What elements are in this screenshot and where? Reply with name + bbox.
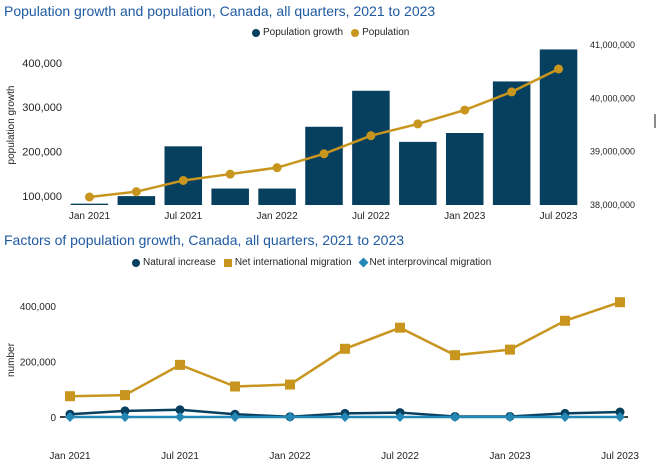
y-tick-label: 0 — [50, 413, 56, 424]
x-tick-label: Jan 2023 — [444, 211, 486, 222]
legend-marker-population-growth — [252, 28, 260, 37]
bar — [117, 196, 156, 205]
data-point — [340, 343, 350, 354]
legend-label: Natural increase — [143, 257, 216, 268]
data-point — [230, 381, 240, 392]
y-axis-label: population growth — [6, 86, 17, 165]
chart2-title: Factors of population growth, Canada, al… — [4, 232, 405, 248]
legend-label: Population growth — [263, 27, 344, 38]
legend-label: Net international migration — [234, 257, 352, 268]
bar — [445, 133, 484, 205]
y-tick-label: 300,000 — [22, 102, 62, 114]
bar — [211, 188, 249, 205]
y-tick-label: 400,000 — [20, 302, 57, 313]
y-tick-label: 100,000 — [22, 191, 62, 203]
x-tick-label: Jul 2021 — [161, 451, 199, 462]
chart1-title: Population growth and population, Canada… — [4, 3, 436, 19]
x-tick-label: Jan 2021 — [49, 451, 91, 462]
data-point — [615, 412, 625, 422]
legend-label: Net interprovincal migration — [369, 257, 492, 268]
population-point — [272, 163, 282, 173]
legend-item-net-interprovincial-migration[interactable]: Net interprovincal migration — [358, 257, 492, 268]
data-point — [120, 390, 130, 401]
y2-tick-label: 39,000,000 — [590, 147, 635, 157]
x-tick-label: Jan 2023 — [489, 451, 531, 462]
data-point — [560, 315, 570, 326]
data-point — [505, 412, 515, 422]
y-axis-label: number — [6, 342, 17, 377]
data-point — [285, 412, 295, 422]
bar — [164, 146, 203, 205]
legend-item-net-international-migration[interactable]: Net international migration — [223, 257, 352, 268]
data-point — [230, 412, 240, 422]
x-tick-label: Jan 2022 — [269, 451, 311, 462]
x-tick-label: Jul 2021 — [164, 211, 202, 222]
bar — [305, 126, 343, 205]
population-point — [460, 105, 470, 115]
x-tick-label: Jul 2022 — [381, 451, 419, 462]
population-point — [413, 119, 423, 129]
bar — [492, 81, 531, 205]
data-point — [395, 322, 405, 333]
y2-tick-label: 40,000,000 — [590, 93, 635, 103]
population-point — [178, 175, 188, 185]
population-point — [131, 187, 141, 197]
data-point — [505, 344, 515, 355]
legend-marker-natural-increase — [132, 258, 140, 267]
x-tick-label: Jan 2021 — [69, 211, 111, 222]
data-point — [615, 407, 625, 417]
x-tick-label: Jan 2022 — [257, 211, 299, 222]
chart1-legend: Population growth Population — [252, 27, 417, 38]
bar — [399, 141, 437, 205]
legend-marker-population — [351, 28, 360, 37]
x-tick-label: Jul 2023 — [601, 451, 639, 462]
legend-item-population[interactable]: Population — [351, 27, 409, 38]
chart2-legend: Natural increase Net international migra… — [132, 257, 499, 268]
data-point — [120, 406, 130, 416]
legend-item-population-growth[interactable]: Population growth — [252, 27, 343, 38]
legend-label: Population — [362, 27, 410, 38]
data-point — [175, 359, 185, 370]
data-point — [560, 412, 570, 422]
y-tick-label: 200,000 — [22, 147, 62, 159]
population-point — [319, 149, 329, 159]
y2-tick-label: 41,000,000 — [590, 40, 635, 50]
data-point — [615, 297, 625, 308]
data-point — [450, 412, 460, 422]
bar — [258, 188, 296, 205]
x-tick-label: Jul 2023 — [540, 211, 578, 222]
data-point — [65, 391, 75, 402]
population-point — [84, 192, 94, 202]
data-point — [395, 412, 405, 422]
population-point — [366, 131, 376, 141]
data-point — [175, 412, 185, 422]
data-point — [340, 412, 350, 422]
population-point — [507, 87, 517, 97]
y2-tick-label: 38,000,000 — [590, 200, 635, 210]
data-point — [175, 405, 185, 415]
bar — [352, 90, 390, 205]
legend-item-natural-increase[interactable]: Natural increase — [132, 257, 216, 268]
population-point — [554, 64, 564, 74]
bar — [70, 203, 109, 205]
data-point — [450, 350, 460, 361]
scrollbar-handle[interactable] — [654, 114, 656, 128]
legend-marker-net-international-migration — [223, 258, 232, 267]
x-tick-label: Jul 2022 — [352, 211, 390, 222]
population-point — [225, 169, 235, 179]
y-tick-label: 200,000 — [20, 358, 57, 369]
data-point — [285, 379, 295, 390]
y-tick-label: 400,000 — [22, 58, 62, 70]
